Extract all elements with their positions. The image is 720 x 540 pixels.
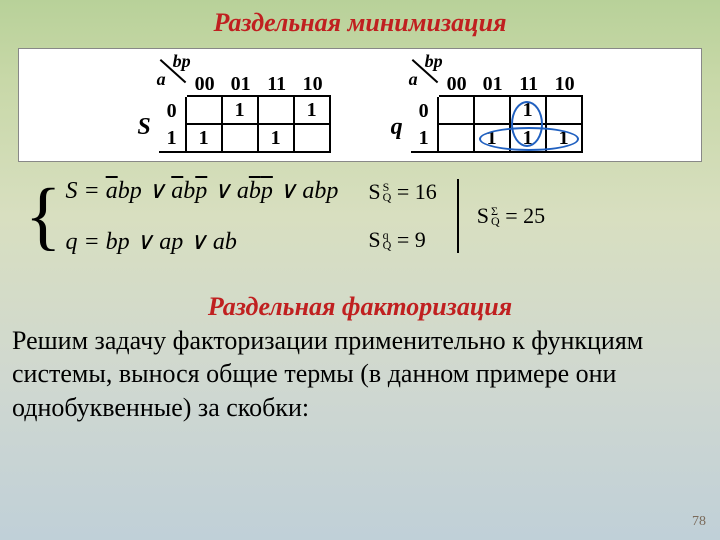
brace-icon: { — [25, 186, 61, 246]
kmap-cell: 1 — [511, 97, 547, 125]
kmap-cell: 1 — [223, 97, 259, 125]
kmap-cell — [439, 97, 475, 125]
kmap-cell — [439, 125, 475, 153]
metric-S: SSQ = 16 — [368, 179, 436, 205]
equations-block: { S = abp ∨ abp ∨ abp ∨ abp q = bp ∨ ap … — [25, 176, 695, 256]
kmap-cell — [475, 97, 511, 125]
kmap-cell: 1 — [295, 97, 331, 125]
kmap-cell: 1 — [187, 125, 223, 153]
kmap-col-var: bp — [173, 51, 191, 72]
kmap-panel: S a bp 00 01 11 10 0 1 1 1 1 1 q — [18, 48, 702, 162]
kmap-row-var: a — [409, 69, 418, 90]
kmap-col-var: bp — [425, 51, 443, 72]
kmap-cell — [223, 125, 259, 153]
col-header: 00 — [187, 73, 223, 97]
kmap-row-var: a — [157, 69, 166, 90]
kmap-left-output-label: S — [137, 114, 150, 153]
col-header: 11 — [511, 73, 547, 97]
page-title: Раздельная минимизация — [0, 0, 720, 38]
kmap-cell — [259, 97, 295, 125]
body-paragraph: Решим задачу факторизации применительно … — [12, 324, 708, 424]
col-header: 10 — [295, 73, 331, 97]
kmap-left: S a bp 00 01 11 10 0 1 1 1 1 1 — [137, 55, 330, 153]
col-header: 00 — [439, 73, 475, 97]
page-number: 78 — [692, 514, 706, 530]
row-header: 1 — [159, 125, 187, 153]
metric-q: SqQ = 9 — [368, 227, 436, 253]
kmap-cell: 1 — [475, 125, 511, 153]
metric-total: SΣQ = 25 — [477, 203, 545, 229]
equation-q: q = bp ∨ ap ∨ ab — [65, 227, 338, 256]
col-header: 01 — [223, 73, 259, 97]
section-subtitle: Раздельная факторизация — [0, 292, 720, 322]
kmap-cell: 1 — [259, 125, 295, 153]
col-header: 10 — [547, 73, 583, 97]
kmap-cell — [295, 125, 331, 153]
kmap-right: q a bp 00 01 11 10 0 1 1 1 1 1 — [391, 55, 583, 153]
col-header: 01 — [475, 73, 511, 97]
kmap-cell: 1 — [547, 125, 583, 153]
kmap-cell — [547, 97, 583, 125]
kmap-cell: 1 — [511, 125, 547, 153]
row-header: 1 — [411, 125, 439, 153]
kmap-right-output-label: q — [391, 114, 403, 153]
kmap-cell — [187, 97, 223, 125]
equation-S: S = abp ∨ abp ∨ abp ∨ abp — [65, 176, 338, 205]
col-header: 11 — [259, 73, 295, 97]
